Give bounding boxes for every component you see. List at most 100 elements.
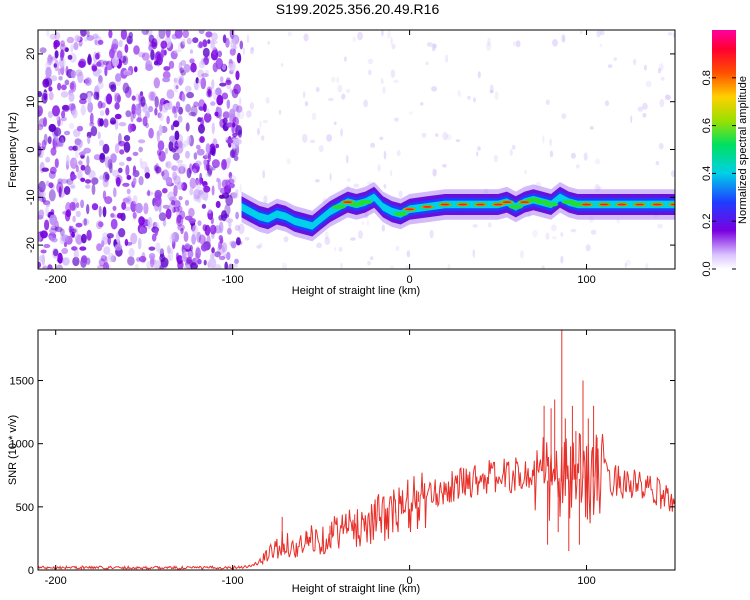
noise-blob bbox=[153, 60, 159, 66]
noise-speckle bbox=[487, 37, 491, 46]
snr-x-axis: -200 -100 0 100 bbox=[45, 330, 596, 587]
noise-blob bbox=[135, 106, 142, 116]
noise-speckle bbox=[239, 184, 242, 193]
noise-speckle bbox=[455, 139, 461, 143]
noise-blob bbox=[192, 37, 199, 44]
noise-blob bbox=[229, 192, 238, 199]
noise-blob bbox=[165, 208, 172, 220]
noise-blob bbox=[57, 82, 62, 91]
noise-blob bbox=[169, 233, 175, 245]
noise-blob bbox=[213, 90, 217, 101]
noise-blob bbox=[84, 165, 91, 176]
noise-blob bbox=[147, 216, 153, 228]
noise-blob bbox=[60, 91, 69, 98]
noise-speckle bbox=[333, 247, 337, 252]
noise-blob bbox=[114, 143, 120, 154]
noise-blob bbox=[181, 93, 186, 102]
noise-blob bbox=[204, 224, 211, 236]
snr-y-axis-label: SNR (10 * v/v) bbox=[7, 415, 19, 485]
noise-blob bbox=[158, 212, 167, 222]
noise-blob bbox=[70, 157, 78, 169]
noise-speckle bbox=[607, 64, 613, 68]
noise-blob bbox=[184, 85, 192, 93]
noise-blob bbox=[60, 178, 69, 184]
noise-blob bbox=[48, 91, 54, 101]
noise-speckle bbox=[442, 131, 448, 141]
noise-blob bbox=[168, 140, 174, 152]
heatmap-y-tick-label: 0 bbox=[25, 146, 37, 152]
noise-blob bbox=[130, 232, 138, 245]
noise-blob bbox=[147, 189, 151, 197]
noise-speckle bbox=[477, 146, 481, 151]
noise-blob bbox=[97, 39, 104, 45]
noise-blob bbox=[217, 50, 223, 58]
noise-speckle bbox=[278, 109, 282, 115]
ridge-core-red bbox=[458, 203, 468, 206]
noise-blob bbox=[48, 123, 57, 133]
noise-blob bbox=[87, 135, 91, 145]
noise-blob bbox=[50, 75, 58, 82]
noise-blob bbox=[93, 154, 101, 161]
noise-blob bbox=[52, 139, 57, 150]
noise-speckle bbox=[283, 236, 289, 243]
noise-blob bbox=[38, 261, 42, 269]
noise-blob bbox=[182, 30, 189, 39]
noise-blob bbox=[183, 231, 189, 243]
noise-speckle bbox=[244, 237, 250, 241]
snr-x-tick-label: -200 bbox=[45, 575, 67, 587]
noise-blob bbox=[127, 256, 135, 266]
noise-blob bbox=[208, 150, 211, 163]
ridge-core-green bbox=[358, 199, 373, 205]
noise-blob bbox=[73, 158, 77, 164]
noise-blob bbox=[158, 124, 163, 136]
noise-speckle bbox=[381, 30, 384, 37]
noise-blob bbox=[165, 161, 169, 168]
noise-blob bbox=[48, 182, 54, 189]
noise-blob bbox=[102, 60, 109, 66]
noise-blob bbox=[54, 59, 59, 72]
noise-blob bbox=[122, 55, 129, 66]
noise-blob bbox=[64, 47, 69, 53]
noise-blob bbox=[156, 130, 160, 143]
noise-blob bbox=[219, 187, 226, 194]
noise-blob bbox=[81, 233, 87, 244]
noise-blob bbox=[178, 141, 183, 149]
noise-speckle bbox=[329, 172, 332, 181]
noise-blob bbox=[172, 152, 180, 161]
noise-blob bbox=[218, 235, 223, 241]
noise-blob bbox=[203, 185, 211, 193]
noise-speckle bbox=[560, 33, 566, 43]
noise-speckle bbox=[256, 127, 261, 136]
noise-blob bbox=[133, 45, 140, 55]
noise-blob bbox=[176, 181, 184, 190]
noise-blob bbox=[192, 168, 197, 175]
noise-speckle bbox=[599, 30, 605, 36]
noise-blob bbox=[99, 110, 105, 117]
snr-spikes bbox=[281, 330, 598, 552]
noise-blob bbox=[138, 146, 143, 153]
noise-blob bbox=[186, 167, 192, 179]
noise-blob bbox=[70, 43, 74, 53]
noise-blob bbox=[228, 63, 234, 70]
ridge-core-green bbox=[508, 204, 523, 210]
heatmap-y-tick-label: -20 bbox=[25, 237, 37, 253]
noise-blob bbox=[97, 131, 101, 140]
noise-blob bbox=[236, 108, 240, 120]
noise-speckle bbox=[476, 151, 479, 157]
noise-speckle bbox=[390, 265, 394, 269]
noise-blob bbox=[46, 55, 54, 66]
noise-blob bbox=[233, 83, 241, 95]
noise-speckle bbox=[380, 78, 384, 85]
noise-blob bbox=[49, 166, 57, 175]
noise-blob bbox=[160, 257, 169, 268]
noise-blob bbox=[131, 95, 136, 101]
noise-blob bbox=[168, 247, 174, 254]
noise-blob bbox=[105, 107, 110, 116]
noise-blob bbox=[102, 178, 109, 188]
noise-blob bbox=[165, 30, 171, 38]
noise-blob bbox=[238, 223, 245, 235]
noise-blob bbox=[73, 248, 79, 260]
noise-blob bbox=[49, 227, 57, 234]
noise-blob bbox=[143, 202, 149, 215]
